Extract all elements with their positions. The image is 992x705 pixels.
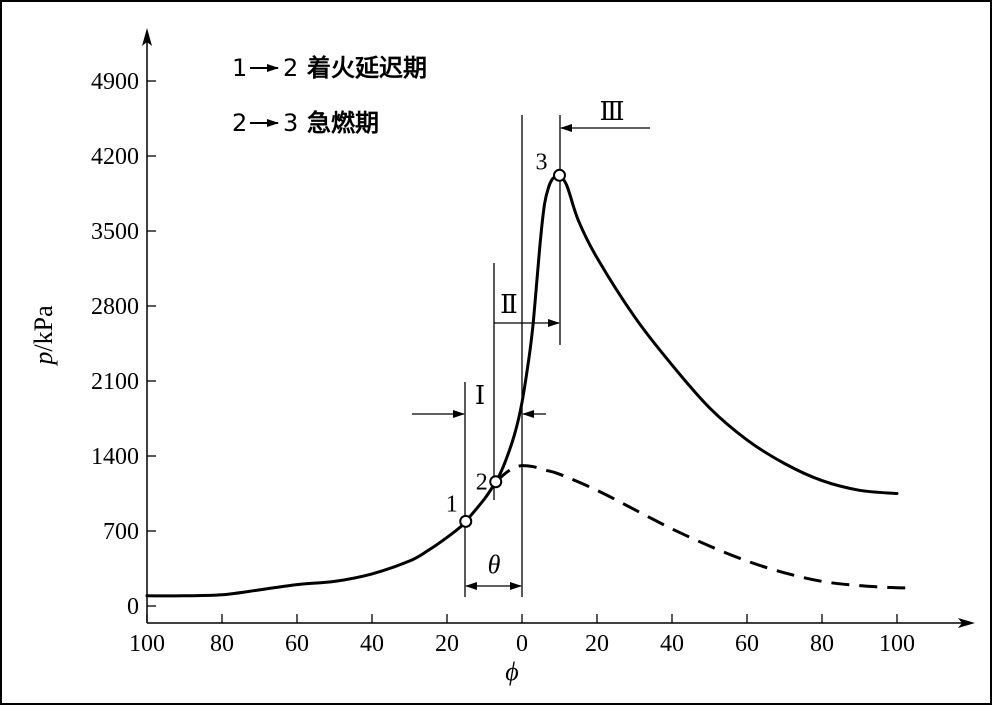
y-axis-label-unit: /kPa — [29, 305, 58, 352]
theta-label: θ — [488, 550, 501, 579]
x-tick-label: 60 — [285, 631, 309, 657]
x-axis-arrow — [958, 618, 975, 628]
y-ticks: 0 700 1400 2100 2800 3500 4200 4900 — [91, 69, 156, 620]
y-tick-label: 2100 — [91, 369, 139, 395]
point-markers: 12 3 — [446, 149, 566, 528]
legend-entry-2-label: 急燃期 — [307, 109, 379, 137]
legend-entry-2-to: 3 — [283, 109, 298, 137]
legend-entry-1-from: 1 — [232, 54, 247, 82]
x-tick-label: 20 — [585, 631, 609, 657]
phase-2-label: Ⅱ — [500, 290, 518, 319]
point-marker-3 — [553, 168, 566, 182]
y-axis-label: p/kPa — [29, 305, 58, 367]
x-tick-label: 20 — [435, 631, 459, 657]
x-tick-label: 80 — [210, 631, 234, 657]
x-axis-label: ϕ — [505, 657, 518, 686]
point-marker-1 — [459, 514, 473, 528]
legend-entry-1-label: 着火延迟期 — [307, 54, 427, 82]
point-marker-2 — [489, 475, 503, 489]
x-tick-label: 100 — [879, 631, 915, 657]
point-label-2: 2 — [476, 470, 488, 496]
phase-3-label: Ⅲ — [599, 97, 624, 126]
legend-entry-1-to: 2 — [283, 54, 298, 82]
legend-entry-2-from: 2 — [232, 109, 247, 137]
phase-annotations: Ⅰ Ⅱ Ⅲ θ — [412, 97, 650, 597]
x-tick-label: 60 — [735, 631, 759, 657]
legend-entry-2: 2 3 急燃期 — [232, 109, 379, 137]
y-tick-label: 4200 — [91, 144, 139, 170]
legend: 1 2 着火延迟期 2 3 急燃期 — [232, 54, 427, 137]
y-tick-label: 0 — [127, 594, 139, 620]
x-tick-label: 0 — [516, 631, 528, 657]
y-axis-arrow — [142, 28, 152, 46]
x-tick-label: 100 — [129, 631, 165, 657]
phase-1-label: Ⅰ — [475, 381, 485, 410]
y-tick-label: 3500 — [91, 219, 139, 245]
x-tick-label: 40 — [660, 631, 684, 657]
point-label-1: 1 — [446, 491, 458, 517]
y-tick-label: 2800 — [91, 294, 139, 320]
point-label-3: 3 — [536, 149, 548, 175]
y-tick-label: 4900 — [91, 69, 139, 95]
y-axis-label-var: p — [29, 352, 58, 367]
x-tick-label: 80 — [810, 631, 834, 657]
y-tick-label: 1400 — [91, 444, 139, 470]
y-tick-label: 700 — [103, 519, 139, 545]
legend-entry-1: 1 2 着火延迟期 — [232, 54, 427, 82]
series-line-fired — [145, 173, 899, 598]
svg-text:p/kPa: p/kPa — [29, 305, 58, 367]
x-ticks: 100 80 60 40 20 0 20 40 60 80 100 — [129, 614, 915, 657]
x-tick-label: 40 — [360, 631, 384, 657]
series-line-motored — [494, 464, 909, 590]
